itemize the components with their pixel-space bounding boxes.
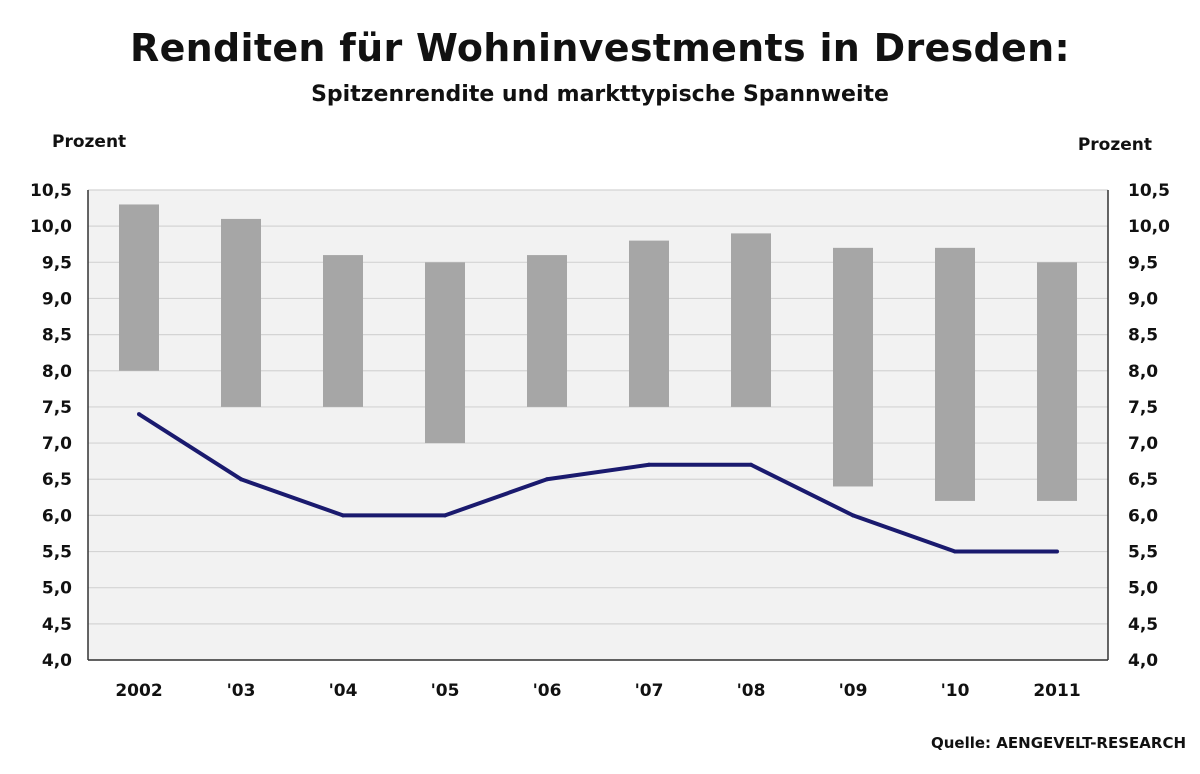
- y-tick-label-left: 6,0: [42, 506, 72, 526]
- y-tick-label-left: 5,0: [42, 579, 72, 599]
- x-tick-label: '05: [431, 681, 460, 701]
- x-tick-label: '08: [737, 681, 766, 701]
- x-tick-label: '03: [227, 681, 256, 701]
- y-tick-label-right: 8,5: [1128, 326, 1158, 346]
- range-bar: [935, 247, 975, 501]
- x-tick-label: '06: [533, 681, 562, 701]
- line-point: [239, 477, 243, 482]
- y-tick-label-left: 9,0: [42, 289, 72, 309]
- line-point: [443, 513, 447, 518]
- y-axis-label-left: Prozent: [52, 132, 127, 152]
- y-tick-label-right: 9,0: [1128, 289, 1158, 309]
- range-bar: [323, 255, 363, 407]
- y-tick-label-right: 5,0: [1128, 579, 1158, 599]
- line-point: [953, 549, 957, 554]
- y-axis-label-right: Prozent: [1077, 135, 1152, 155]
- y-tick-label-left: 7,5: [42, 398, 72, 418]
- y-tick-label-left: 5,5: [42, 543, 72, 563]
- source-note: Quelle: AENGEVELT-RESEARCH: [931, 734, 1186, 752]
- y-tick-label-left: 4,5: [42, 615, 72, 635]
- line-point: [749, 462, 753, 467]
- x-tick-label: '09: [839, 681, 868, 701]
- x-tick-label: 2011: [1033, 681, 1080, 701]
- peak-yield-line: [137, 412, 1057, 554]
- y-tick-label-left: 7,0: [42, 434, 72, 454]
- chart-subtitle: Spitzenrendite und markttypische Spannwe…: [311, 82, 889, 107]
- line-point: [647, 462, 651, 467]
- x-tick-label: '07: [635, 681, 664, 701]
- y-tick-label-left: 4,0: [42, 651, 72, 671]
- y-tick-label-right: 10,5: [1128, 181, 1170, 201]
- x-tick-label: '10: [941, 681, 970, 701]
- y-tick-label-left: 6,5: [42, 470, 72, 490]
- y-tick-label-right: 7,0: [1128, 434, 1158, 454]
- x-tick-label: 2002: [115, 681, 162, 701]
- range-bar: [425, 262, 465, 444]
- chart-title: Renditen für Wohninvestments in Dresden:: [130, 26, 1070, 70]
- y-tick-label-right: 4,5: [1128, 615, 1158, 635]
- y-tick-label-left: 10,0: [30, 217, 72, 237]
- range-bar: [221, 218, 261, 407]
- y-tick-label-right: 5,5: [1128, 543, 1158, 563]
- line-point: [137, 412, 141, 417]
- range-bar: [527, 255, 567, 407]
- y-tick-label-right: 9,5: [1128, 253, 1158, 273]
- y-tick-label-right: 6,5: [1128, 470, 1158, 490]
- y-tick-label-right: 4,0: [1128, 651, 1158, 671]
- line-point: [545, 477, 549, 482]
- line-point: [341, 513, 345, 518]
- y-tick-label-right: 8,0: [1128, 362, 1158, 382]
- range-bar: [833, 247, 873, 487]
- x-tick-label: '04: [329, 681, 358, 701]
- range-bar: [629, 240, 669, 407]
- range-bar: [119, 204, 159, 371]
- y-tick-label-right: 6,0: [1128, 506, 1158, 526]
- y-tick-label-left: 8,0: [42, 362, 72, 382]
- y-tick-label-left: 9,5: [42, 253, 72, 273]
- y-tick-label-left: 8,5: [42, 326, 72, 346]
- range-bar: [1037, 262, 1077, 501]
- y-tick-label-right: 10,0: [1128, 217, 1170, 237]
- y-tick-label-right: 7,5: [1128, 398, 1158, 418]
- line-point: [851, 513, 855, 518]
- y-tick-label-left: 10,5: [30, 181, 72, 201]
- range-bar: [731, 233, 771, 407]
- line-point: [1055, 549, 1059, 554]
